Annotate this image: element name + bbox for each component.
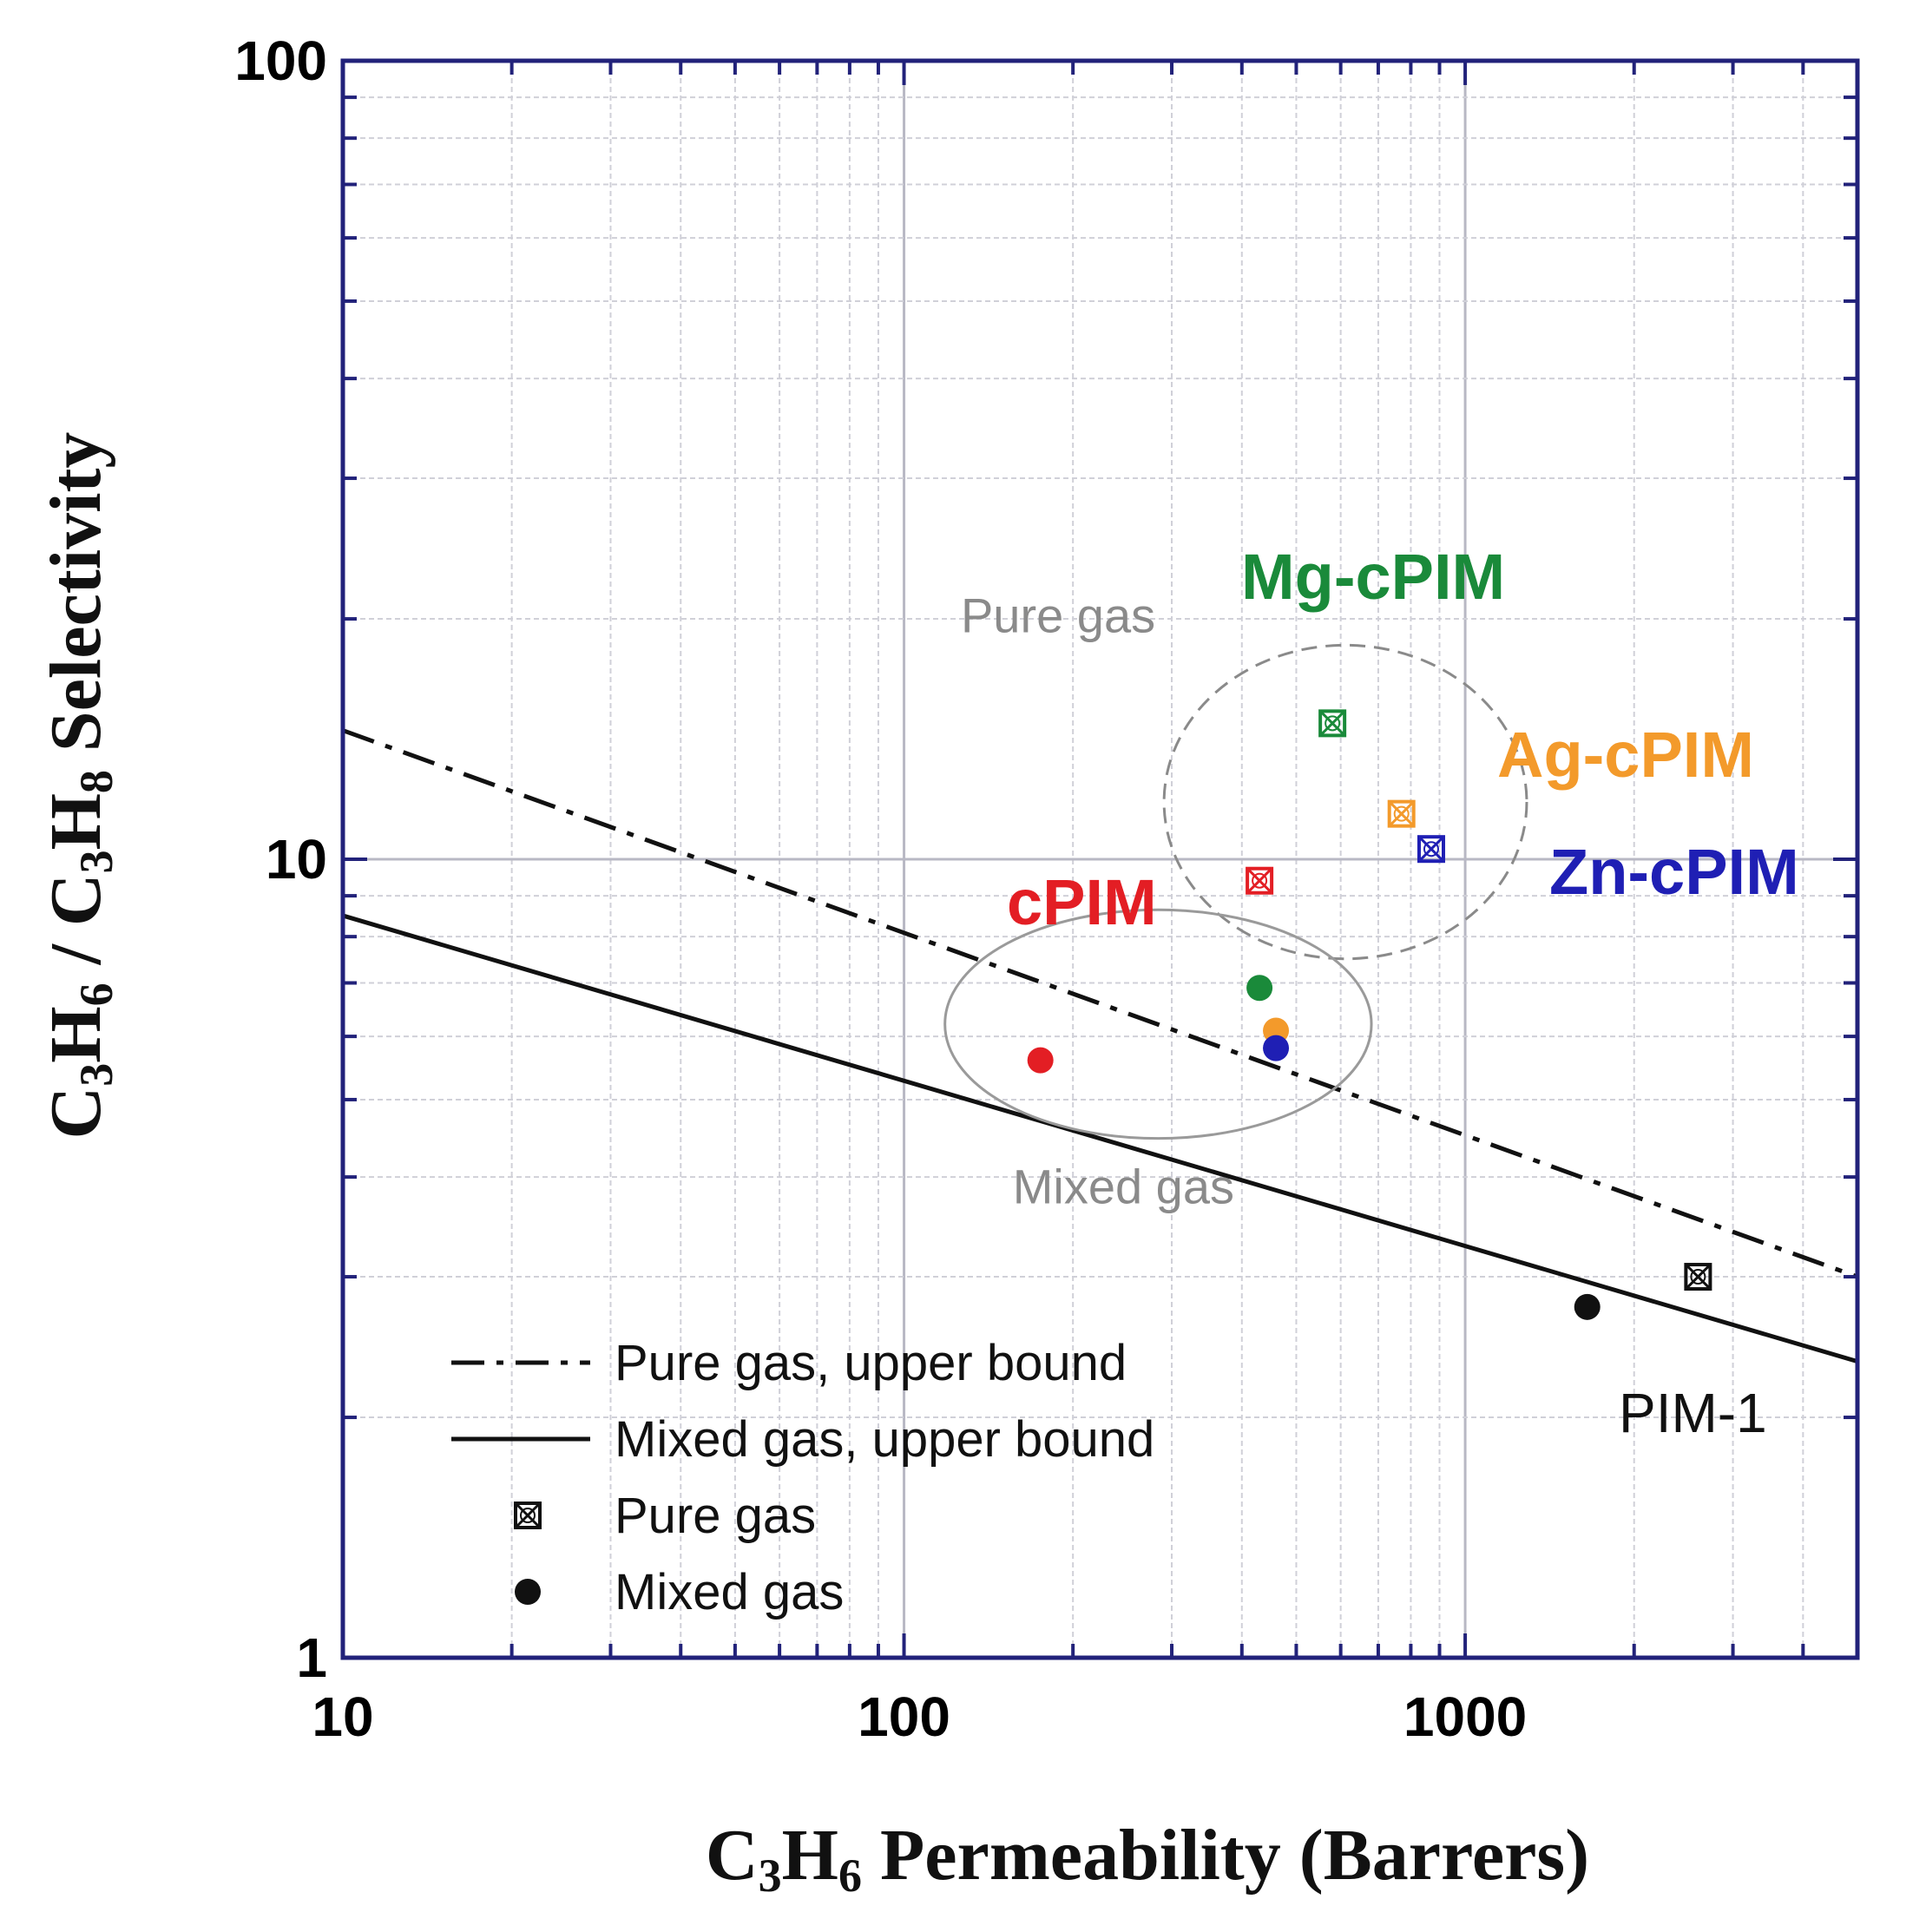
x-axis-title: C3H6 Permeability (Barrers) (706, 1815, 1589, 1902)
marker-square (514, 1502, 542, 1529)
x-tick-label: 1000 (1403, 1686, 1527, 1748)
mg-cpim-pure-gas-point (1318, 709, 1347, 738)
legend-label: Pure gas, upper bound (615, 1335, 1127, 1391)
annotation-labels: cPIM Mg-cPIM Ag-cPIM Zn-cPIM PIM-1 Pure gas Mi… (961, 541, 1799, 1444)
marker-cross (1388, 800, 1415, 827)
zn-cpim-pure-gas-point (1417, 835, 1445, 864)
marker-ring (1252, 872, 1268, 889)
legend: Pure gas, upper bound Mixed gas, upper bo… (451, 1335, 1154, 1620)
legend-item: Mixed gas (515, 1564, 844, 1620)
marker-square (1246, 866, 1274, 895)
y-tick-label: 100 (234, 30, 327, 92)
zn-cpim-mixed-gas-point (1263, 1035, 1290, 1061)
pim-1-mixed-gas-point (1574, 1293, 1601, 1320)
pure-gas-group-label: Pure gas (961, 588, 1155, 642)
pure-gas-group-ellipse (1162, 643, 1528, 961)
marker-cross (1246, 867, 1273, 894)
cpim-pure-gas-point (1246, 866, 1274, 895)
mg-cpim-label: Mg-cPIM (1241, 541, 1505, 613)
pim-1-label: PIM-1 (1619, 1382, 1767, 1444)
marker-square (1318, 709, 1347, 738)
marker-cross (514, 1502, 542, 1529)
mixed-gas-group-label: Mixed gas (1013, 1160, 1234, 1214)
marker-cross (1319, 710, 1346, 737)
upper-bound-lines (342, 728, 1858, 1364)
x-tick-label: 10 (312, 1686, 373, 1748)
marker-ring (1690, 1269, 1706, 1285)
legend-item: Pure gas (514, 1488, 816, 1544)
marker-ring (1393, 805, 1410, 822)
marker-square (1417, 835, 1445, 864)
legend-item: Pure gas, upper bound (451, 1335, 1127, 1391)
legend-item: Mixed gas, upper bound (451, 1411, 1154, 1468)
cpim-label: cPIM (1007, 866, 1157, 938)
group-ellipses (943, 643, 1528, 1140)
mixed-gas-upper-bound-line (342, 913, 1858, 1364)
legend-label: Mixed gas, upper bound (615, 1411, 1154, 1468)
legend-crossed-square-icon (514, 1502, 542, 1529)
data-points (1027, 709, 1712, 1320)
marker-square (1387, 799, 1416, 828)
marker-ring (1325, 715, 1341, 732)
y-tick-label: 10 (266, 828, 327, 890)
marker-cross (1417, 836, 1445, 863)
pim-1-pure-gas-point (1684, 1263, 1712, 1291)
cpim-mixed-gas-point (1027, 1047, 1054, 1074)
legend-label: Pure gas (615, 1488, 816, 1544)
mixed-gas-group-ellipse (943, 908, 1373, 1140)
grid (343, 61, 1857, 1658)
marker-cross (1685, 1263, 1712, 1291)
mg-cpim-mixed-gas-point (1246, 975, 1273, 1002)
zn-cpim-label: Zn-cPIM (1549, 836, 1799, 908)
pure-gas-upper-bound-line (342, 728, 1858, 1279)
ag-cpim-label: Ag-cPIM (1497, 719, 1754, 791)
y-tick-label: 1 (296, 1626, 327, 1689)
ag-cpim-pure-gas-point (1387, 799, 1416, 828)
legend-filled-circle-icon (515, 1579, 541, 1605)
y-axis-title: C3H6 / C3H8 Selectivity (36, 432, 122, 1140)
legend-label: Mixed gas (615, 1564, 844, 1620)
marker-ring (520, 1508, 536, 1523)
x-tick-label: 100 (858, 1686, 950, 1748)
marker-square (1684, 1263, 1712, 1291)
marker-ring (1423, 841, 1439, 858)
